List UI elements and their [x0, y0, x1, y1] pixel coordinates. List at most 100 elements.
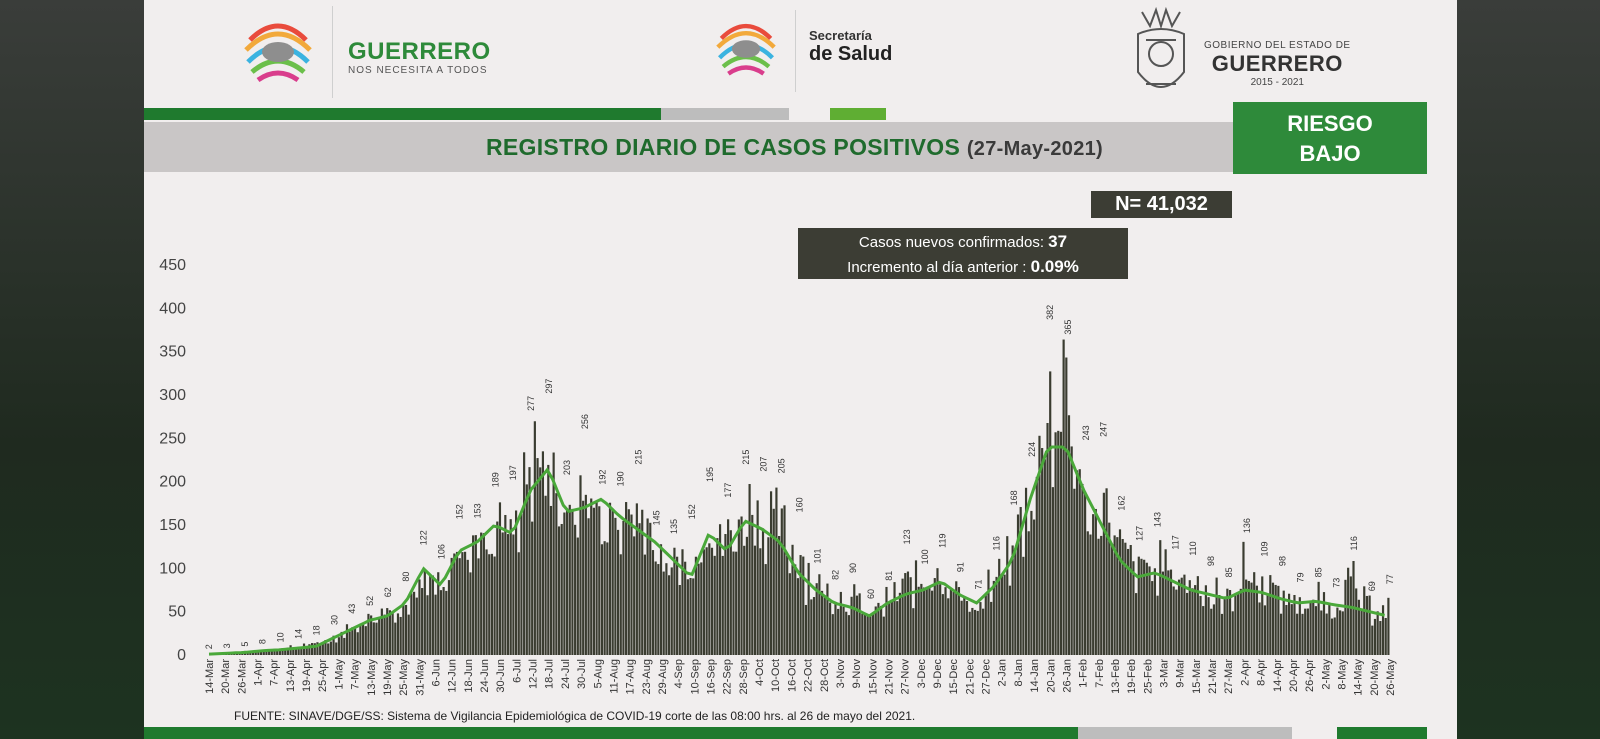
bar — [1073, 488, 1076, 655]
bar — [514, 510, 518, 655]
bar — [627, 509, 630, 655]
bar — [1108, 522, 1111, 655]
brand-name: GUERRERO — [348, 38, 491, 65]
bar — [418, 579, 421, 655]
x-tick-label: 19-Apr — [301, 659, 313, 692]
bar — [450, 557, 453, 655]
bar — [829, 602, 832, 655]
bar — [525, 484, 528, 655]
bar — [834, 603, 837, 655]
bar — [533, 421, 536, 655]
data-label: 117 — [1170, 535, 1180, 549]
bar — [1347, 567, 1350, 655]
data-label: 160 — [795, 497, 805, 512]
bar — [716, 538, 719, 655]
data-label: 110 — [1188, 541, 1198, 555]
bar — [643, 554, 646, 655]
bar — [1365, 595, 1369, 655]
bar — [278, 649, 281, 655]
bar — [348, 631, 351, 655]
data-label: 101 — [812, 548, 822, 563]
bar — [1282, 590, 1285, 655]
x-tick-label: 15-Dec — [948, 659, 960, 695]
bar — [434, 594, 437, 655]
bar — [912, 608, 915, 655]
data-label: 382 — [1045, 305, 1055, 320]
x-tick-label: 6-Jul — [511, 659, 523, 683]
bar — [1033, 519, 1036, 655]
bar — [748, 484, 751, 655]
bar — [1253, 572, 1256, 655]
x-tick-label: 27-Nov — [900, 659, 912, 695]
bar — [268, 651, 271, 655]
bar — [412, 591, 416, 655]
bar — [888, 602, 891, 655]
x-tick-label: 17-Aug — [625, 659, 637, 694]
bar — [646, 518, 649, 655]
bar — [520, 512, 523, 655]
bar — [359, 623, 362, 655]
bar — [1301, 613, 1304, 655]
bar — [319, 643, 322, 655]
data-label: 116 — [1349, 536, 1359, 550]
bar — [1097, 538, 1100, 655]
bar — [622, 520, 625, 655]
bar — [780, 508, 783, 655]
bar — [1261, 576, 1264, 655]
bar — [939, 584, 942, 655]
x-tick-label: 26-Apr — [1304, 659, 1316, 692]
bar — [1081, 483, 1084, 655]
bar — [837, 608, 840, 655]
x-tick-label: 20-May — [1369, 659, 1381, 696]
bar — [641, 509, 644, 655]
data-label: 90 — [848, 563, 858, 573]
bar — [949, 589, 952, 655]
bar — [482, 533, 485, 655]
bar — [1003, 574, 1006, 655]
bar — [1363, 586, 1366, 655]
bar — [952, 591, 955, 655]
x-tick-label: 18-Jul — [544, 659, 556, 689]
data-label: 119 — [938, 534, 948, 548]
bar — [1016, 514, 1020, 655]
bar — [488, 554, 491, 655]
bar — [1051, 487, 1054, 655]
x-tick-label: 28-Sep — [738, 659, 750, 694]
bar — [1234, 594, 1237, 655]
gov-line2: GUERRERO — [1211, 51, 1343, 76]
bar — [1148, 566, 1151, 655]
bar — [574, 524, 577, 655]
bar — [692, 578, 695, 655]
bar — [592, 507, 595, 655]
bar — [745, 536, 748, 655]
data-label: 85 — [1224, 567, 1234, 577]
bar — [598, 506, 601, 655]
x-tick-label: 14-Apr — [1272, 659, 1284, 692]
x-tick-label: 29-Aug — [657, 659, 669, 694]
bar — [869, 614, 872, 655]
data-label: 109 — [1260, 542, 1270, 557]
bar — [1320, 610, 1323, 655]
bar — [1247, 580, 1250, 655]
bar — [842, 606, 845, 655]
chart-title: REGISTRO DIARIO DE CASOS POSITIVOS (27-M… — [486, 134, 1103, 161]
x-tick-label: 9-Dec — [932, 659, 944, 689]
bar — [1274, 584, 1277, 655]
bar — [498, 502, 502, 655]
bar — [1349, 576, 1352, 655]
bar — [286, 647, 290, 655]
bar — [386, 608, 389, 655]
bar — [576, 537, 579, 655]
bar — [372, 622, 375, 655]
x-tick-label: 25-Feb — [1142, 659, 1154, 694]
data-label: 205 — [777, 458, 787, 473]
bar — [587, 518, 590, 655]
data-label: 256 — [580, 414, 590, 429]
x-tick-label: 24-Jul — [560, 659, 572, 689]
bar — [1067, 415, 1071, 655]
bar — [461, 552, 464, 655]
bar — [753, 545, 757, 655]
bar — [735, 551, 738, 655]
x-tick-label: 9-Nov — [851, 659, 863, 689]
bar — [863, 614, 867, 655]
